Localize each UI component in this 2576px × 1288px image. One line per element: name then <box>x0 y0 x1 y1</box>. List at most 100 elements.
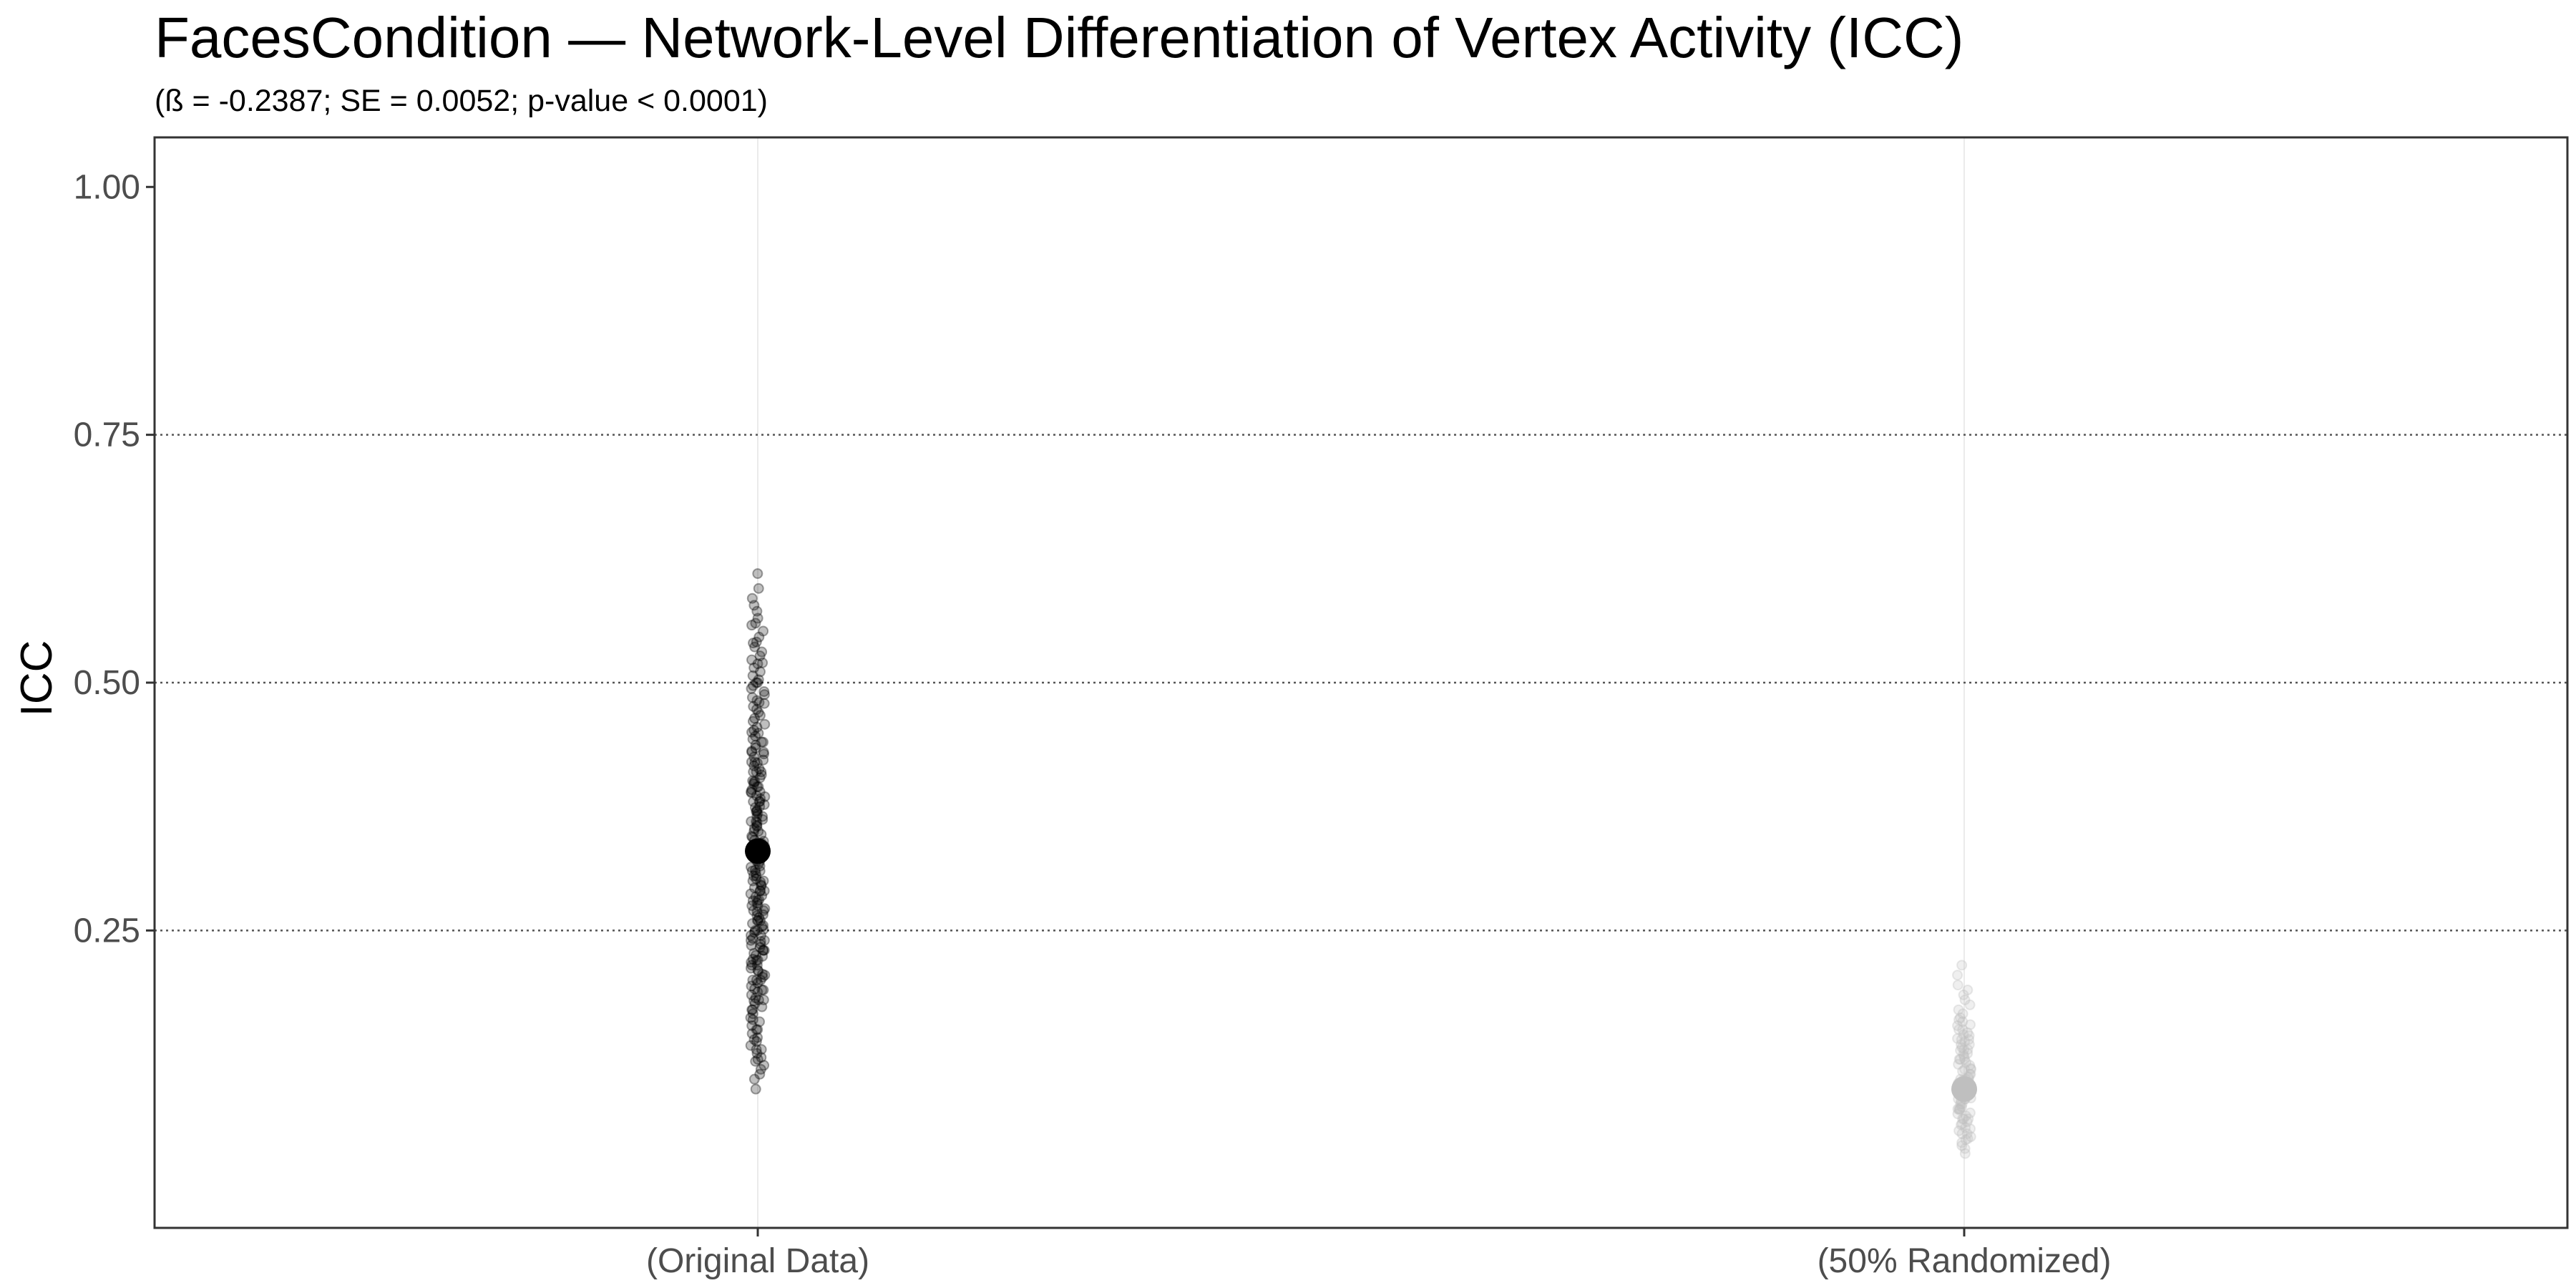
data-point <box>751 811 763 822</box>
data-point <box>746 620 758 631</box>
data-point <box>758 736 769 748</box>
data-point <box>757 950 769 962</box>
data-point <box>1966 1063 1977 1075</box>
data-point <box>750 739 761 751</box>
data-point <box>748 662 760 673</box>
data-point <box>753 912 765 923</box>
data-point <box>1960 1134 1971 1146</box>
data-point <box>755 793 766 804</box>
data-point <box>758 689 770 701</box>
data-point <box>1963 1030 1975 1041</box>
data-point <box>1961 1057 1972 1068</box>
data-point <box>759 718 771 730</box>
data-point <box>745 1012 756 1023</box>
data-point <box>751 873 762 884</box>
data-point <box>758 1060 770 1071</box>
data-point <box>1956 1034 1967 1045</box>
data-point <box>1957 1008 1968 1020</box>
data-point <box>746 980 757 992</box>
data-point <box>749 924 761 936</box>
data-point <box>1952 1033 1963 1044</box>
data-point <box>746 787 757 799</box>
data-point <box>748 870 759 882</box>
data-point <box>1961 1128 1973 1139</box>
data-point <box>752 658 763 670</box>
data-point <box>751 910 763 922</box>
data-point <box>747 918 758 930</box>
data-point <box>751 816 762 827</box>
data-point <box>1958 1113 1969 1125</box>
y-tick-label: 0.25 <box>74 912 140 950</box>
data-point <box>745 888 756 899</box>
data-point <box>1957 1016 1968 1028</box>
data-point <box>1959 1053 1971 1065</box>
data-point <box>757 909 769 920</box>
data-point <box>754 865 766 877</box>
data-point <box>757 811 769 822</box>
data-point <box>751 1048 763 1059</box>
data-point <box>746 1020 758 1031</box>
data-point <box>756 1052 767 1063</box>
data-point <box>746 786 757 797</box>
data-point <box>748 725 760 736</box>
data-point <box>756 769 767 781</box>
data-point <box>753 631 765 643</box>
data-point <box>1959 1148 1971 1159</box>
data-point <box>754 796 766 807</box>
data-point <box>746 692 758 703</box>
data-point <box>753 965 764 977</box>
data-point <box>751 703 762 715</box>
data-point <box>749 983 761 995</box>
data-point <box>758 994 769 1005</box>
chart-subtitle: (ß = -0.2387; SE = 0.0052; p-value < 0.0… <box>155 84 768 118</box>
data-point <box>747 975 758 986</box>
data-point <box>751 816 763 828</box>
data-point <box>755 915 766 927</box>
data-point <box>757 657 769 668</box>
data-point <box>1956 1119 1967 1131</box>
data-point <box>746 1004 758 1015</box>
data-point <box>1957 1113 1968 1125</box>
data-point <box>746 756 757 768</box>
data-point <box>749 756 761 768</box>
data-point <box>758 748 770 760</box>
data-point <box>1964 999 1976 1010</box>
data-point <box>746 1028 758 1039</box>
data-point <box>748 638 759 649</box>
data-point <box>748 823 760 834</box>
data-point <box>756 766 767 778</box>
data-point <box>1952 1020 1963 1031</box>
data-point <box>751 870 762 882</box>
data-point <box>748 927 760 938</box>
data-point <box>1952 1108 1963 1120</box>
data-point <box>751 915 763 927</box>
data-point <box>756 879 767 891</box>
points-layer <box>745 568 1977 1159</box>
data-point <box>755 975 766 986</box>
y-tick-label: 0.50 <box>74 664 140 702</box>
data-point <box>758 625 769 637</box>
data-point <box>746 816 757 827</box>
data-point <box>1965 1131 1976 1143</box>
data-point <box>751 790 762 801</box>
data-point <box>748 1073 760 1085</box>
data-point <box>752 895 763 907</box>
data-point <box>1953 1014 1964 1025</box>
data-point <box>1960 1122 1971 1133</box>
data-point <box>754 786 766 797</box>
data-point <box>753 697 765 708</box>
data-point <box>751 605 763 617</box>
data-point <box>758 919 769 931</box>
data-point <box>755 876 766 887</box>
y-tick-label: 1.00 <box>74 168 140 206</box>
data-point <box>751 924 763 936</box>
data-point <box>1959 1143 1971 1154</box>
data-point <box>748 905 759 917</box>
data-point <box>747 895 758 907</box>
data-point <box>1959 1063 1971 1075</box>
data-point <box>751 677 762 688</box>
data-point <box>752 986 763 997</box>
data-point <box>746 746 758 757</box>
data-point <box>1962 1027 1974 1038</box>
